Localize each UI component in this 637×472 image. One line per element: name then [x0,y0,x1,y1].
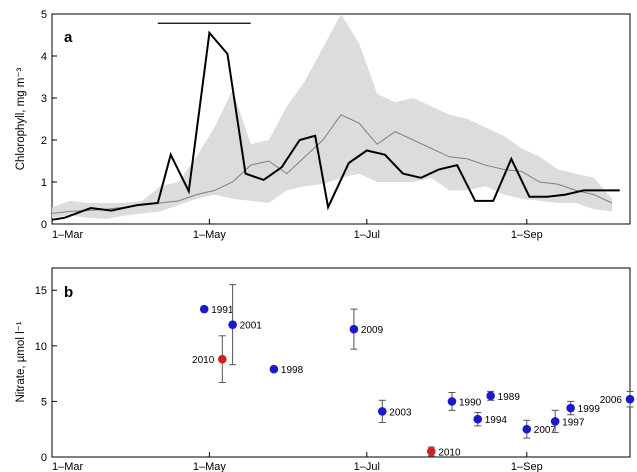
y-tick-label: 4 [41,51,47,63]
panel-a-ylabel: Chlorophyll, mg m⁻³ [15,68,27,171]
data-point-group: 1989 [486,390,521,403]
data-point-label: 1994 [485,415,508,426]
data-point [269,364,279,374]
data-point [550,417,560,426]
y-tick-label: 1 [41,177,47,189]
x-tick-label: 1–Jul [354,461,380,472]
x-tick-label: 1–Jul [354,229,380,241]
data-point-label: 1998 [281,365,304,376]
panel-b-frame [51,267,631,458]
data-point-label: 1990 [459,397,482,408]
data-point-label: 1989 [498,392,521,403]
data-point [377,407,387,416]
data-point-group: 2009 [349,308,384,350]
x-tick-label: 1–Sep [511,229,543,241]
data-point [522,424,532,434]
data-point-label: 2006 [600,395,623,406]
data-point [447,397,457,406]
data-point-group: 1999 [566,400,601,416]
panel-a: 0 1 2 3 4 5 1–Mar 1–May 1–Jul 1–Sep a Chlorophyl… [15,9,631,241]
data-point-group: 1990 [447,392,482,411]
data-point [566,403,575,413]
data-point [427,447,436,456]
series-line-observed [51,30,620,221]
data-point-group: 2010 [427,446,461,458]
data-point [625,394,635,404]
panel-b: 0 5 10 15 1–Mar 1–May 1–Jul 1–Sep 1991 2001 2010… [15,267,635,472]
data-point-group: 1998 [269,364,304,376]
data-point-label: 2007 [534,425,557,436]
data-point-group: 1991 [199,304,234,316]
data-point [486,391,495,401]
y-tick-label: 3 [41,93,47,105]
data-point [349,324,359,334]
x-tick-label: 1–Mar [52,461,84,472]
data-point-label: 1997 [562,417,585,428]
y-tick-label: 5 [41,396,47,408]
data-point [218,354,227,364]
data-point-label: 1999 [578,404,601,415]
panel-a-label: a [64,29,73,46]
x-tick-label: 1–Mar [52,229,84,241]
y-tick-label: 15 [35,285,47,297]
data-point-label: 1991 [211,305,234,316]
x-tick-label: 1–May [193,229,227,241]
y-tick-label: 0 [41,219,47,231]
range-envelope [52,14,612,219]
panel-b-label: b [64,284,73,301]
y-tick-label: 5 [41,9,47,21]
data-point-label: 2009 [361,325,384,336]
data-point-group: 2006 [600,390,635,408]
data-point-group: 1997 [550,409,585,434]
data-point [473,414,483,424]
x-tick-label: 1–Sep [511,461,543,472]
y-tick-label: 10 [35,341,47,353]
data-point-group: 2007 [522,419,557,439]
y-tick-label: 0 [41,452,47,464]
data-point-group: 1994 [473,412,508,427]
data-point-group: 2003 [377,399,412,424]
data-point-label: 2001 [240,321,263,332]
y-tick-label: 2 [41,135,47,147]
data-point [199,304,209,314]
data-point-label: 2010 [438,447,461,458]
data-point [228,320,237,330]
data-point-label: 2010 [192,355,215,366]
data-point-group: 2010 [192,335,227,384]
panel-b-ylabel: Nitrate, µmol l⁻¹ [15,321,27,402]
data-point-label: 2003 [389,407,412,418]
x-tick-label: 1–May [193,461,227,472]
data-point-group: 2001 [228,284,263,366]
